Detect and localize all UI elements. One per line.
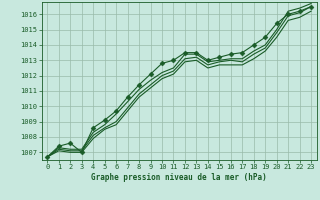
X-axis label: Graphe pression niveau de la mer (hPa): Graphe pression niveau de la mer (hPa) <box>91 173 267 182</box>
